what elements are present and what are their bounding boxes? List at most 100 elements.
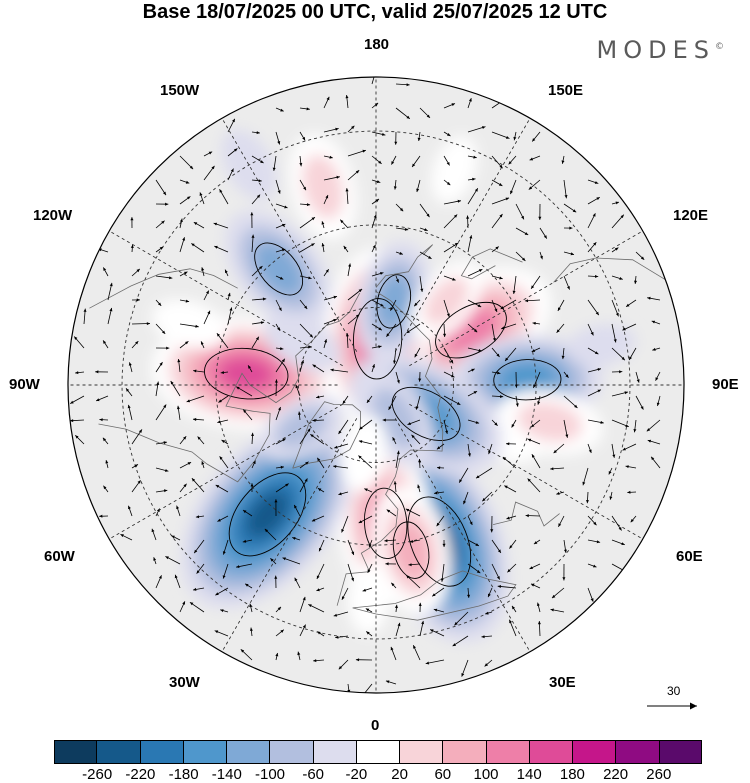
wind-vector xyxy=(155,299,162,307)
wind-vector xyxy=(131,464,139,469)
wind-vector xyxy=(515,395,519,407)
wind-vector xyxy=(323,194,329,205)
coastline xyxy=(493,501,560,527)
wind-vector xyxy=(251,336,260,349)
wind-vector xyxy=(563,203,577,213)
wind-vector xyxy=(275,406,281,421)
wind-vector xyxy=(128,362,133,373)
wind-vector xyxy=(107,307,113,325)
wind-vector xyxy=(176,405,181,421)
wind-vector xyxy=(179,323,199,328)
wind-vector xyxy=(563,371,569,379)
wind-vector xyxy=(95,370,109,374)
wind-vector xyxy=(467,299,482,308)
wind-vector xyxy=(179,218,183,229)
wind-vector xyxy=(533,371,541,389)
wind-vector xyxy=(385,680,397,685)
wind-vector xyxy=(647,296,661,301)
wind-vector xyxy=(316,563,325,580)
wind-vector xyxy=(308,604,325,613)
wind-vector xyxy=(443,323,447,338)
height-contour xyxy=(254,242,304,296)
wind-vector xyxy=(165,556,181,565)
wind-vector xyxy=(179,179,190,184)
wind-vector xyxy=(219,456,229,469)
wind-vector xyxy=(394,604,398,613)
wind-vector xyxy=(513,131,517,141)
wind-vector xyxy=(195,515,205,519)
wind-vector xyxy=(556,323,565,333)
wind-vector xyxy=(515,227,529,236)
wind-vector xyxy=(120,533,133,541)
wind-vector xyxy=(299,243,315,253)
wind-vector xyxy=(393,179,397,190)
wind-vector xyxy=(587,241,597,253)
wind-vector xyxy=(275,131,281,145)
wind-vector xyxy=(530,419,541,428)
wind-vector xyxy=(323,318,337,325)
wind-vector xyxy=(179,299,190,303)
wind-vector xyxy=(386,323,397,338)
wind-vector xyxy=(316,587,325,592)
wind-vector xyxy=(251,432,254,445)
wind-vector xyxy=(419,227,428,231)
wind-vector xyxy=(240,649,253,661)
wind-vector xyxy=(390,646,397,661)
wind-vector xyxy=(630,515,637,523)
wind-vector xyxy=(196,563,205,574)
wind-vector xyxy=(652,347,661,351)
wind-vector xyxy=(587,196,600,205)
wind-vector xyxy=(220,371,229,374)
wind-vector xyxy=(425,659,445,665)
colorbar-tick-label: -260 xyxy=(82,766,113,783)
wind-vector xyxy=(323,96,330,109)
wind-vector xyxy=(200,341,205,349)
wind-vector xyxy=(563,539,567,553)
brand-mark: © xyxy=(715,42,724,52)
wind-vector xyxy=(650,456,661,469)
wind-vector xyxy=(186,395,205,403)
wind-vector xyxy=(558,515,565,527)
colorbar-tick-label: 180 xyxy=(559,766,585,783)
wind-vector xyxy=(563,226,573,230)
wind-vector xyxy=(655,371,661,381)
wind-vector xyxy=(467,563,481,574)
wind-vector xyxy=(385,562,397,566)
wind-vector xyxy=(341,587,349,600)
wind-vector xyxy=(299,179,307,191)
wind-vector xyxy=(275,179,281,194)
wind-vector xyxy=(151,528,157,541)
wind-vector xyxy=(454,611,469,626)
wind-vector xyxy=(321,221,325,229)
wind-vector xyxy=(214,630,229,637)
wind-vector xyxy=(345,188,349,205)
wind-vector xyxy=(443,179,451,186)
wind-vector xyxy=(299,107,310,111)
colorbar-segment xyxy=(616,740,660,764)
wind-vector xyxy=(155,346,170,350)
wind-vector xyxy=(333,611,349,617)
wind-vector xyxy=(242,509,253,517)
wind-vector xyxy=(227,148,238,157)
wind-vector xyxy=(481,635,493,639)
wind-vector xyxy=(530,583,541,589)
colorbar-tick-label: -180 xyxy=(168,766,199,783)
wind-vector xyxy=(587,213,596,229)
wind-vector xyxy=(508,155,517,165)
wind-vector xyxy=(529,563,541,570)
wind-vector xyxy=(371,244,376,253)
wind-vector xyxy=(171,535,181,541)
wind-vector xyxy=(343,245,349,253)
wind-vector xyxy=(103,485,109,493)
wind-vector xyxy=(203,165,215,181)
wind-vector xyxy=(491,419,498,426)
wind-vector xyxy=(563,251,575,256)
wind-vector xyxy=(362,587,373,592)
wind-vector xyxy=(524,299,541,303)
wind-vector xyxy=(440,563,445,582)
wind-vector xyxy=(531,131,541,142)
wind-vector xyxy=(293,504,301,517)
wind-vector xyxy=(532,321,541,325)
wind-vector xyxy=(587,389,602,397)
wind-vector xyxy=(504,485,517,493)
